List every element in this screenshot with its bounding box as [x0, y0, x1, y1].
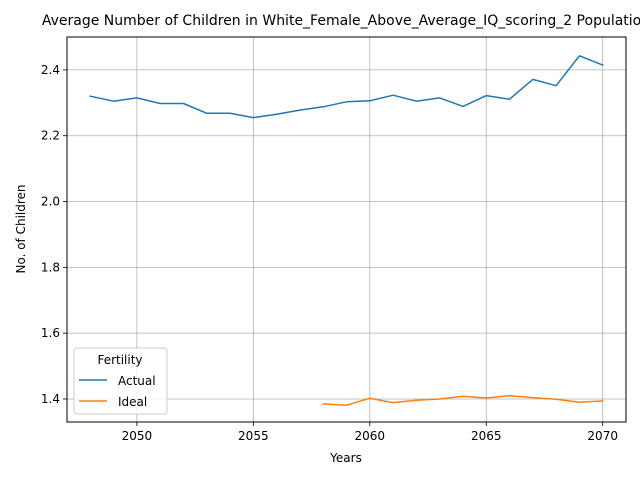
legend-box — [73, 347, 168, 415]
x-tick-label: 2070 — [587, 429, 618, 443]
series-line-ideal — [322, 394, 604, 406]
y-tick-label: 2.4 — [41, 63, 60, 77]
chart-title: Average Number of Children in White_Fema… — [42, 13, 640, 29]
legend-label-actual: Actual — [118, 374, 156, 388]
ticks: 2050 2055 2060 2065 2070 1.4 1.6 1.8 2.0 2.2 2.4 — [41, 63, 618, 443]
y-axis-label: No. of Children — [14, 184, 28, 273]
x-tick-label: 2065 — [471, 429, 502, 443]
x-axis-label: Years — [329, 451, 362, 465]
x-tick-label: 2060 — [355, 429, 386, 443]
y-tick-label: 1.4 — [41, 392, 60, 406]
legend-title: Fertility — [97, 353, 142, 367]
series-layer — [89, 55, 604, 406]
y-tick-label: 2.0 — [41, 195, 60, 209]
legend-label-ideal: Ideal — [118, 395, 147, 409]
plot-frame — [66, 36, 627, 423]
x-tick-label: 2050 — [122, 429, 153, 443]
x-tick-label: 2055 — [238, 429, 269, 443]
series-line-actual — [89, 55, 604, 119]
y-tick-label: 1.8 — [41, 260, 60, 274]
y-tick-label: 1.6 — [41, 326, 60, 340]
legend: Fertility Actual Ideal — [73, 347, 168, 415]
y-tick-label: 2.2 — [41, 129, 60, 143]
